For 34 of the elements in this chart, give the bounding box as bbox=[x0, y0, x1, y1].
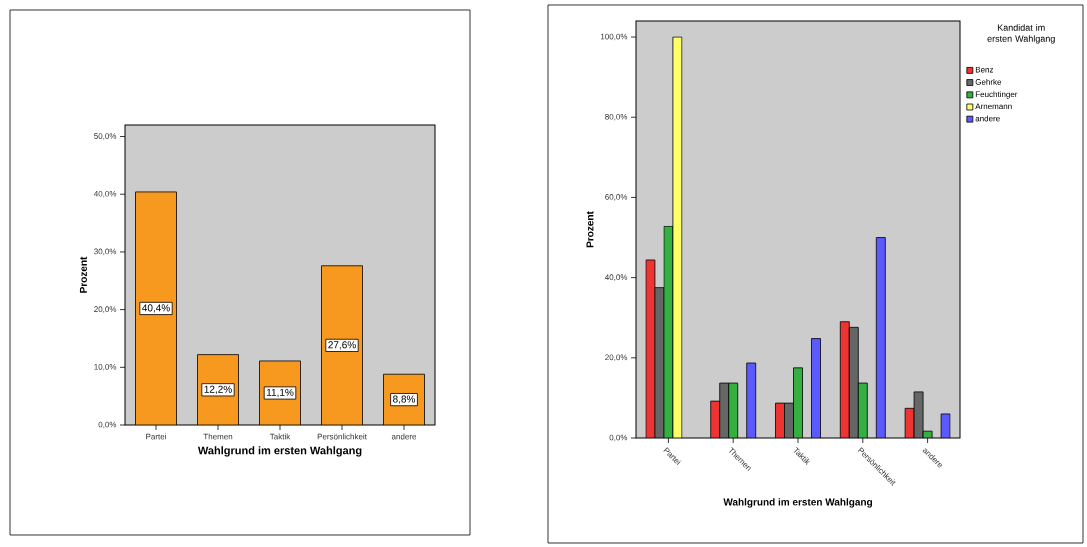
x-axis-title: Wahlgrund im ersten Wahlgang bbox=[197, 446, 362, 457]
y-axis-title: Prozent bbox=[586, 211, 594, 248]
x-tick-label: Themen bbox=[203, 433, 233, 440]
data-label: 27,6% bbox=[328, 341, 356, 350]
y-tick-label: 100,0% bbox=[600, 33, 628, 41]
x-tick-label: Partei bbox=[146, 433, 166, 440]
legend-label: Arnemann bbox=[975, 103, 1012, 110]
data-label: 11,1% bbox=[266, 388, 294, 398]
legend-label: Gehrke bbox=[975, 78, 1002, 85]
y-tick-label: 20,0% bbox=[94, 306, 117, 313]
y-tick-label: 20,0% bbox=[605, 354, 628, 362]
data-label: 8,8% bbox=[393, 395, 416, 404]
data-label: 12,2% bbox=[204, 385, 232, 394]
x-axis-title: Wahlgrund im ersten Wahlgang bbox=[723, 498, 872, 508]
x-tick-label: andere bbox=[391, 433, 417, 440]
bar bbox=[321, 265, 363, 425]
y-tick-label: 40,0% bbox=[93, 190, 117, 198]
legend-label: andere bbox=[975, 115, 1000, 122]
y-tick-label: 30,0% bbox=[94, 248, 117, 256]
x-tick-label: Taktik bbox=[269, 433, 291, 440]
y-tick-label: 0,0% bbox=[609, 434, 628, 442]
legend-title: Kandidat im ersten Wahlgang bbox=[987, 24, 1055, 44]
y-tick-label: 40,0% bbox=[604, 274, 628, 281]
y-tick-label: 60,0% bbox=[605, 194, 628, 201]
y-tick-label: 80,0% bbox=[605, 113, 628, 121]
y-tick-label: 50,0% bbox=[94, 133, 117, 140]
x-tick-label: Persönlichkeit bbox=[317, 433, 367, 440]
y-axis-title: Prozent bbox=[79, 256, 87, 293]
legend-label: Feuchtinger bbox=[975, 91, 1018, 99]
legend-label: Benz bbox=[975, 66, 994, 73]
y-tick-label: 0,0% bbox=[98, 421, 117, 429]
data-label: 40,4% bbox=[142, 304, 170, 313]
bar bbox=[135, 191, 177, 425]
y-tick-label: 10,0% bbox=[94, 364, 117, 371]
